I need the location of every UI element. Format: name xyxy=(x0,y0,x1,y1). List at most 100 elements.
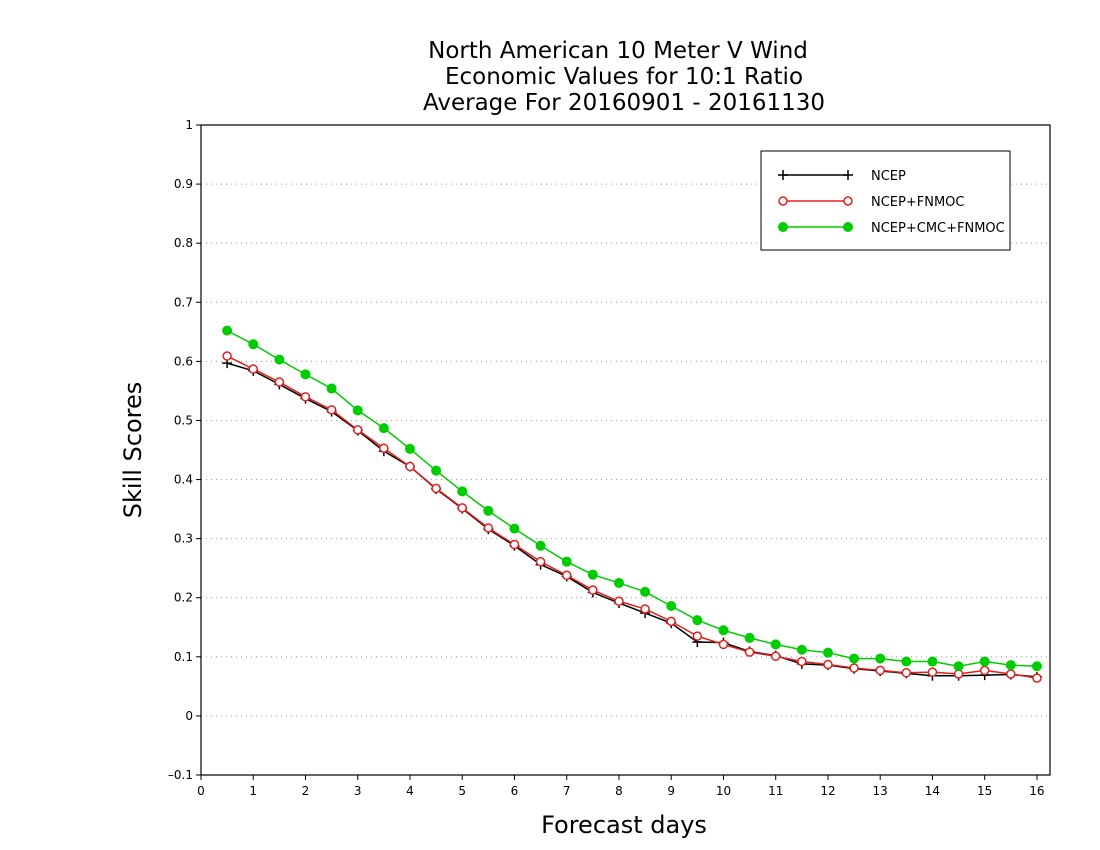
x-axis-label: Forecast days xyxy=(541,811,707,839)
x-tick-label: 8 xyxy=(615,784,623,798)
legend-item: NCEP+CMC+FNMOC xyxy=(778,221,1005,236)
series-line xyxy=(226,362,1038,678)
legend-item: NCEP+FNMOC xyxy=(778,195,964,210)
data-point xyxy=(352,425,363,435)
data-point xyxy=(378,423,389,434)
data-point xyxy=(797,656,807,667)
chart-title-line-2: Economic Values for 10:1 Ratio xyxy=(445,64,803,90)
data-point xyxy=(457,503,467,513)
x-tick-label: 5 xyxy=(458,784,466,798)
data-point xyxy=(483,523,494,533)
data-point xyxy=(718,639,729,650)
y-tick-label: 0.3 xyxy=(174,532,193,546)
axis-ticks: –0.100.10.20.30.40.50.60.70.80.910 1 2 3 4 5 6… xyxy=(168,118,1045,798)
data-point xyxy=(1005,660,1016,671)
data-point xyxy=(666,601,677,611)
data-point xyxy=(953,661,964,672)
data-point xyxy=(431,465,442,476)
y-tick-label: 0.1 xyxy=(174,650,193,664)
series-line xyxy=(226,329,1037,668)
x-tick-label: 15 xyxy=(977,784,992,798)
data-point xyxy=(614,596,624,607)
data-point xyxy=(274,354,285,365)
y-tick-label: 0 xyxy=(185,709,193,723)
x-tick-label: 16 xyxy=(1029,784,1044,798)
data-point xyxy=(274,377,285,387)
y-tick-label: 0.2 xyxy=(174,591,193,605)
data-point xyxy=(744,647,755,657)
x-tick-label: 4 xyxy=(406,784,414,798)
y-tick-label: 0.4 xyxy=(174,473,193,487)
data-point xyxy=(561,556,572,567)
data-point xyxy=(796,644,807,655)
series-ncep-fnmoc xyxy=(222,351,1042,683)
series-line xyxy=(226,355,1038,679)
legend-marker xyxy=(843,196,853,206)
data-point xyxy=(588,585,598,595)
data-point xyxy=(535,540,546,551)
x-tick-label: 10 xyxy=(716,784,731,798)
data-point xyxy=(248,364,258,374)
data-point xyxy=(849,653,860,664)
legend-item: NCEP xyxy=(778,169,906,184)
legend-label: NCEP xyxy=(871,169,906,184)
data-point xyxy=(326,405,337,415)
data-point xyxy=(875,665,885,676)
data-point xyxy=(822,647,833,658)
data-point xyxy=(326,383,337,394)
data-point xyxy=(535,556,546,567)
legend: NCEP NCEP+FNMOC NCEP+CMC+FNMOC xyxy=(760,150,1011,251)
data-point xyxy=(405,461,415,472)
data-point xyxy=(770,639,781,650)
y-tick-label: –0.1 xyxy=(168,768,193,782)
data-point xyxy=(979,656,990,667)
data-point xyxy=(509,539,520,550)
data-point xyxy=(222,325,233,336)
y-tick-label: 0.5 xyxy=(174,413,193,427)
data-point xyxy=(1032,673,1042,683)
data-point xyxy=(640,604,650,614)
series-ncep xyxy=(222,358,1042,682)
plot-area-frame xyxy=(200,124,1051,776)
chart-title-line-1: North American 10 Meter V Wind xyxy=(428,38,808,64)
x-tick-label: 12 xyxy=(820,784,835,798)
x-tick-label: 11 xyxy=(768,784,783,798)
x-tick-label: 14 xyxy=(925,784,940,798)
x-tick-label: 2 xyxy=(302,784,310,798)
chart-title-line-3: Average For 20160901 - 20161130 xyxy=(423,90,825,116)
data-point xyxy=(744,632,755,643)
legend-marker xyxy=(843,170,853,180)
data-point xyxy=(901,668,912,678)
y-tick-label: 1 xyxy=(185,118,193,132)
data-point xyxy=(823,659,833,670)
y-axis-label: Skill Scores xyxy=(119,382,147,519)
x-tick-label: 3 xyxy=(354,784,362,798)
legend-marker xyxy=(778,196,788,206)
x-tick-label: 1 xyxy=(249,784,257,798)
data-point xyxy=(901,656,912,667)
data-point xyxy=(379,443,389,453)
data-point xyxy=(875,653,886,664)
gridlines xyxy=(201,183,1050,717)
y-tick-label: 0.9 xyxy=(174,177,193,191)
data-point xyxy=(561,570,572,581)
data-point xyxy=(352,405,363,416)
x-tick-label: 0 xyxy=(197,784,205,798)
data-point xyxy=(457,486,468,497)
data-point xyxy=(613,577,624,588)
data-point xyxy=(404,443,415,454)
data-point xyxy=(640,586,651,597)
x-tick-label: 7 xyxy=(563,784,571,798)
data-point xyxy=(222,351,232,361)
data-point xyxy=(927,667,938,677)
series-ncep-cmc-fnmoc xyxy=(222,325,1042,672)
data-point xyxy=(692,615,703,626)
y-tick-label: 0.8 xyxy=(174,236,193,250)
data-point xyxy=(431,483,441,494)
data-point xyxy=(849,663,859,673)
legend-marker xyxy=(778,222,788,232)
data-point xyxy=(300,369,311,380)
data-point xyxy=(1006,669,1016,679)
x-tick-label: 6 xyxy=(511,784,519,798)
